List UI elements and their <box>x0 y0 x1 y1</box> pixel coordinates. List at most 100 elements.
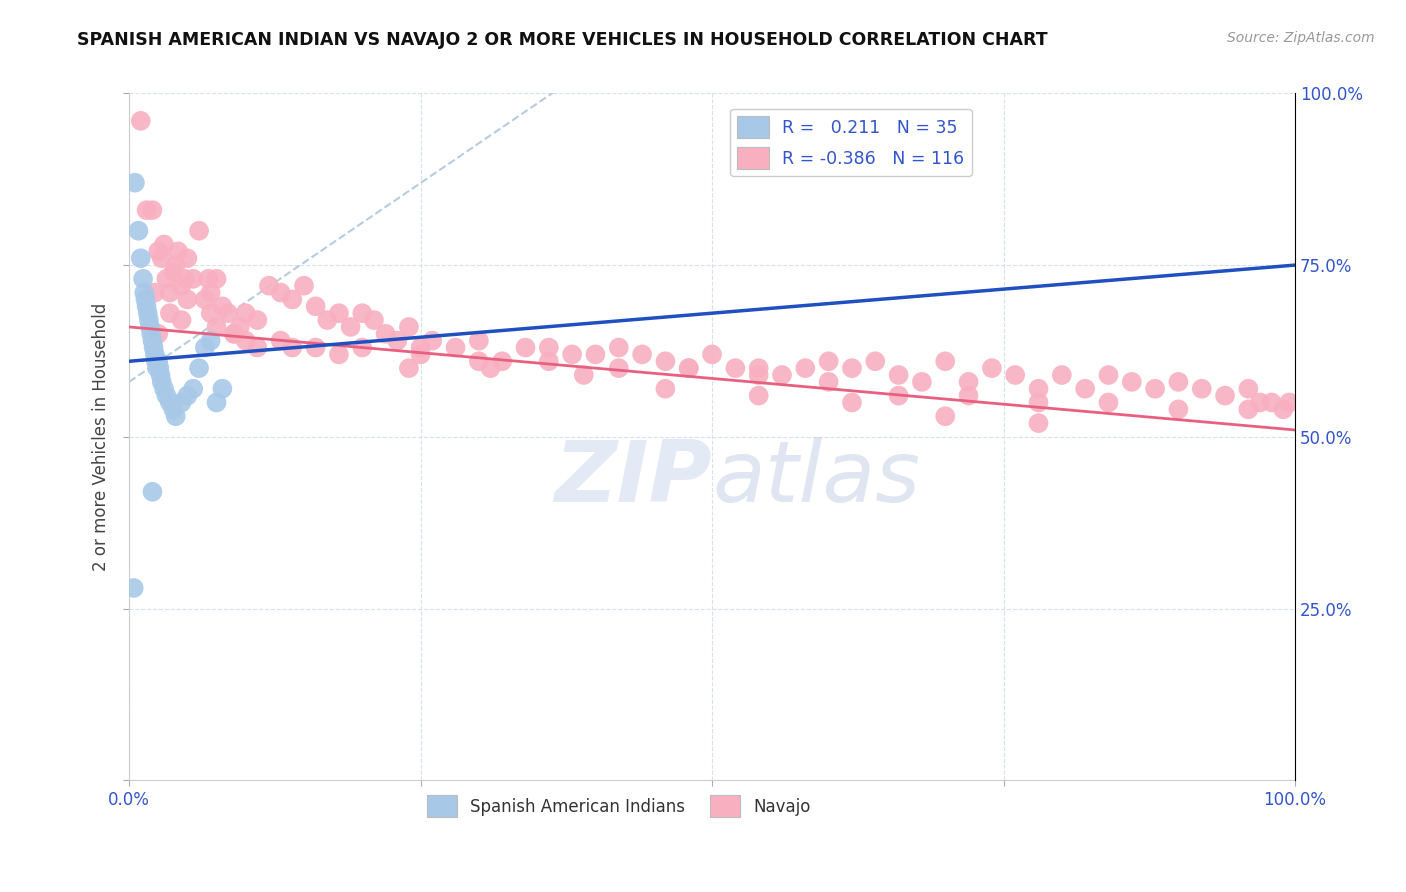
Point <box>162 265 184 279</box>
Point <box>724 361 747 376</box>
Point <box>1278 395 1301 409</box>
Point <box>181 272 204 286</box>
Point <box>468 354 491 368</box>
Point <box>205 395 228 409</box>
Point <box>174 272 197 286</box>
Point <box>150 251 173 265</box>
Point <box>1074 382 1097 396</box>
Point <box>1050 368 1073 382</box>
Point <box>149 368 172 382</box>
Point <box>479 361 502 376</box>
Point <box>316 313 339 327</box>
Point <box>537 354 560 368</box>
Point <box>170 278 193 293</box>
Point <box>631 347 654 361</box>
Point <box>387 334 409 348</box>
Point <box>281 293 304 307</box>
Point <box>1272 402 1295 417</box>
Point <box>194 341 217 355</box>
Point <box>141 326 163 341</box>
Point <box>135 203 157 218</box>
Point <box>145 354 167 368</box>
Point <box>817 375 839 389</box>
Point <box>142 341 165 355</box>
Point <box>304 299 326 313</box>
Point <box>678 361 700 376</box>
Point <box>841 395 863 409</box>
Point <box>159 285 181 300</box>
Point <box>165 258 187 272</box>
Point <box>537 341 560 355</box>
Point <box>235 306 257 320</box>
Point <box>257 278 280 293</box>
Point <box>211 299 233 313</box>
Point <box>1213 389 1236 403</box>
Point <box>188 224 211 238</box>
Point <box>122 581 145 595</box>
Point <box>205 272 228 286</box>
Point <box>865 354 887 368</box>
Point <box>352 306 374 320</box>
Point <box>270 334 292 348</box>
Point <box>217 306 239 320</box>
Point <box>748 361 770 376</box>
Point <box>129 113 152 128</box>
Point <box>1028 395 1050 409</box>
Text: ZIP: ZIP <box>554 436 711 519</box>
Point <box>1097 368 1119 382</box>
Point <box>148 244 170 259</box>
Point <box>420 334 443 348</box>
Point <box>222 326 245 341</box>
Point <box>148 361 170 376</box>
Point <box>339 320 361 334</box>
Point <box>1167 402 1189 417</box>
Point <box>607 361 630 376</box>
Point <box>138 313 160 327</box>
Point <box>155 389 177 403</box>
Point <box>127 224 149 238</box>
Point <box>607 341 630 355</box>
Point <box>444 341 467 355</box>
Point <box>205 320 228 334</box>
Point <box>235 334 257 348</box>
Point <box>135 299 157 313</box>
Point <box>141 484 163 499</box>
Text: atlas: atlas <box>711 436 920 519</box>
Point <box>1028 416 1050 430</box>
Point <box>980 361 1002 376</box>
Point <box>654 382 676 396</box>
Point <box>515 341 537 355</box>
Legend: Spanish American Indians, Navajo: Spanish American Indians, Navajo <box>420 789 817 823</box>
Point <box>468 334 491 348</box>
Point <box>572 368 595 382</box>
Point <box>374 326 396 341</box>
Point <box>841 361 863 376</box>
Point <box>911 375 934 389</box>
Point <box>159 395 181 409</box>
Point <box>141 334 163 348</box>
Point <box>181 382 204 396</box>
Point <box>176 389 198 403</box>
Point <box>188 361 211 376</box>
Point <box>211 382 233 396</box>
Text: SPANISH AMERICAN INDIAN VS NAVAJO 2 OR MORE VEHICLES IN HOUSEHOLD CORRELATION CH: SPANISH AMERICAN INDIAN VS NAVAJO 2 OR M… <box>77 31 1047 49</box>
Point <box>148 326 170 341</box>
Point <box>229 320 252 334</box>
Point <box>155 272 177 286</box>
Point <box>678 361 700 376</box>
Point <box>770 368 793 382</box>
Point <box>167 244 190 259</box>
Point <box>817 354 839 368</box>
Point <box>143 347 166 361</box>
Point <box>1004 368 1026 382</box>
Point <box>222 326 245 341</box>
Point <box>124 176 146 190</box>
Point <box>304 341 326 355</box>
Point <box>162 402 184 417</box>
Text: Source: ZipAtlas.com: Source: ZipAtlas.com <box>1227 31 1375 45</box>
Point <box>585 347 607 361</box>
Y-axis label: 2 or more Vehicles in Household: 2 or more Vehicles in Household <box>93 302 110 571</box>
Point <box>352 341 374 355</box>
Point <box>1249 395 1271 409</box>
Point <box>200 334 222 348</box>
